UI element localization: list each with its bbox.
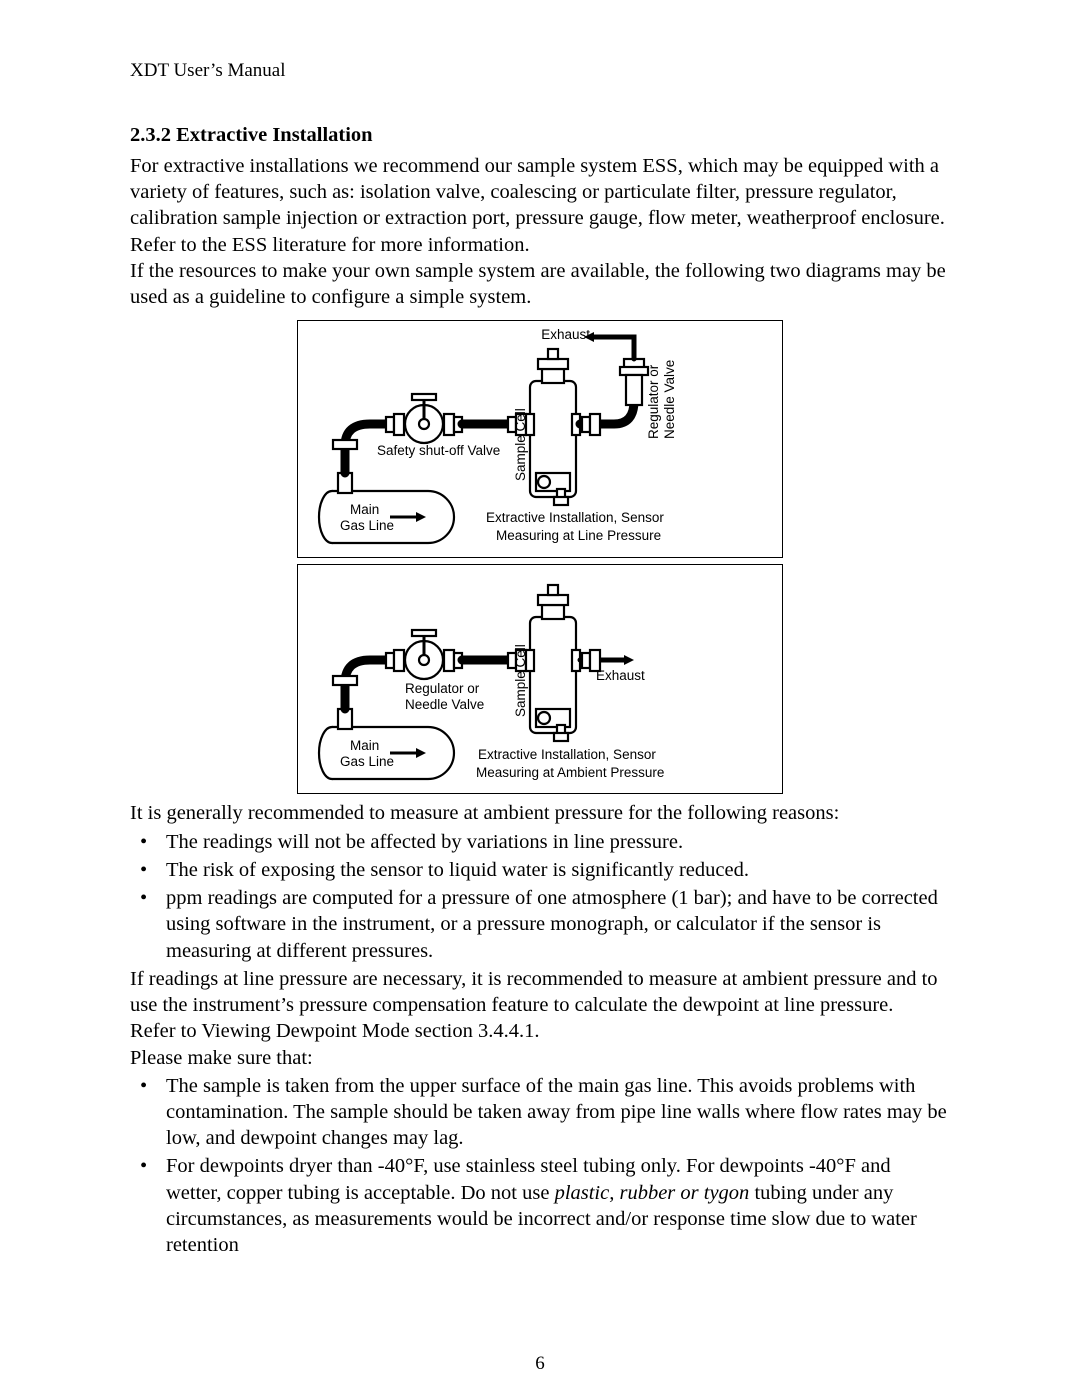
label-regulator: Regulator or bbox=[646, 365, 661, 440]
valve-handle-icon bbox=[333, 676, 357, 685]
shutoff-valve-icon bbox=[419, 419, 429, 429]
sample-cell-port-icon bbox=[538, 712, 550, 724]
italic-text: plastic, rubber or tygon bbox=[555, 1182, 750, 1204]
sensor-top-icon bbox=[538, 595, 568, 605]
sensor-top-icon bbox=[538, 359, 568, 369]
list-item: The sample is taken from the upper surfa… bbox=[166, 1073, 950, 1152]
label-sample-cell: Sample Cell bbox=[513, 645, 528, 718]
figure-ambient-pressure: Exhaust Regulator or Needle Valve Main G… bbox=[297, 564, 783, 794]
paragraph: Please make sure that: bbox=[130, 1045, 950, 1071]
sensor-top-icon bbox=[542, 605, 564, 619]
regulator-valve-icon bbox=[419, 655, 429, 665]
valve-handle-icon bbox=[412, 630, 436, 636]
label-main-gas-line: Main bbox=[350, 738, 379, 753]
regulator-icon bbox=[626, 375, 642, 405]
fitting-icon bbox=[554, 733, 568, 741]
figure-caption: Extractive Installation, Sensor bbox=[478, 747, 656, 762]
running-header: XDT User’s Manual bbox=[130, 60, 950, 82]
label-regulator: Regulator or bbox=[405, 681, 480, 696]
figure-caption: Measuring at Ambient Pressure bbox=[476, 765, 664, 780]
list-item: The readings will not be affected by var… bbox=[166, 829, 950, 855]
section-heading: 2.3.2 Extractive Installation bbox=[130, 124, 950, 147]
sensor-top-icon bbox=[548, 585, 558, 595]
paragraph: If readings at line pressure are necessa… bbox=[130, 966, 950, 1018]
fitting-icon bbox=[582, 653, 590, 668]
exhaust-pipe-icon bbox=[594, 337, 634, 359]
valve-handle-icon bbox=[412, 394, 436, 400]
list-item: For dewpoints dryer than -40°F, use stai… bbox=[166, 1153, 950, 1258]
fitting-icon bbox=[386, 653, 394, 668]
fitting-icon bbox=[394, 650, 404, 671]
section-number: 2.3.2 bbox=[130, 124, 171, 146]
label-sample-cell: Sample Cell bbox=[513, 409, 528, 482]
paragraph: Refer to Viewing Dewpoint Mode section 3… bbox=[130, 1018, 950, 1044]
fitting-icon bbox=[444, 414, 454, 435]
valve-handle-icon bbox=[333, 440, 357, 449]
fitting-icon bbox=[554, 497, 568, 505]
fitting-icon bbox=[590, 414, 600, 435]
sample-cell-port-icon bbox=[538, 476, 550, 488]
figure-caption: Extractive Installation, Sensor bbox=[486, 510, 664, 525]
regulator-icon bbox=[620, 367, 648, 375]
fitting-icon bbox=[394, 414, 404, 435]
label-needle-valve: Needle Valve bbox=[662, 360, 677, 439]
label-exhaust: Exhaust bbox=[596, 668, 645, 683]
label-main-gas-line: Gas Line bbox=[340, 754, 394, 769]
label-needle-valve: Needle Valve bbox=[405, 697, 484, 712]
paragraph: If the resources to make your own sample… bbox=[130, 258, 950, 310]
section-title-text: Extractive Installation bbox=[176, 124, 372, 146]
figure-line-pressure: Exhaust Safety shut-off Valve Main Gas L… bbox=[297, 320, 783, 558]
label-exhaust: Exhaust bbox=[541, 327, 590, 342]
bullet-list: The readings will not be affected by var… bbox=[130, 829, 950, 964]
fitting-icon bbox=[386, 417, 394, 432]
label-safety-valve: Safety shut-off Valve bbox=[377, 443, 500, 458]
figure-caption: Measuring at Line Pressure bbox=[496, 528, 661, 543]
list-item: ppm readings are computed for a pressure… bbox=[166, 885, 950, 964]
list-item: The risk of exposing the sensor to liqui… bbox=[166, 857, 950, 883]
figures-container: Exhaust Safety shut-off Valve Main Gas L… bbox=[130, 320, 950, 794]
exhaust-arrow-icon bbox=[624, 655, 634, 665]
sensor-top-icon bbox=[542, 369, 564, 383]
paragraph: It is generally recommended to measure a… bbox=[130, 800, 950, 826]
paragraph: For extractive installations we recommen… bbox=[130, 153, 950, 258]
bullet-list: The sample is taken from the upper surfa… bbox=[130, 1073, 950, 1259]
label-main-gas-line: Main bbox=[350, 502, 379, 517]
sensor-top-icon bbox=[548, 349, 558, 359]
page-number: 6 bbox=[0, 1353, 1080, 1375]
fitting-icon bbox=[444, 650, 454, 671]
fitting-icon bbox=[582, 417, 590, 432]
label-main-gas-line: Gas Line bbox=[340, 518, 394, 533]
